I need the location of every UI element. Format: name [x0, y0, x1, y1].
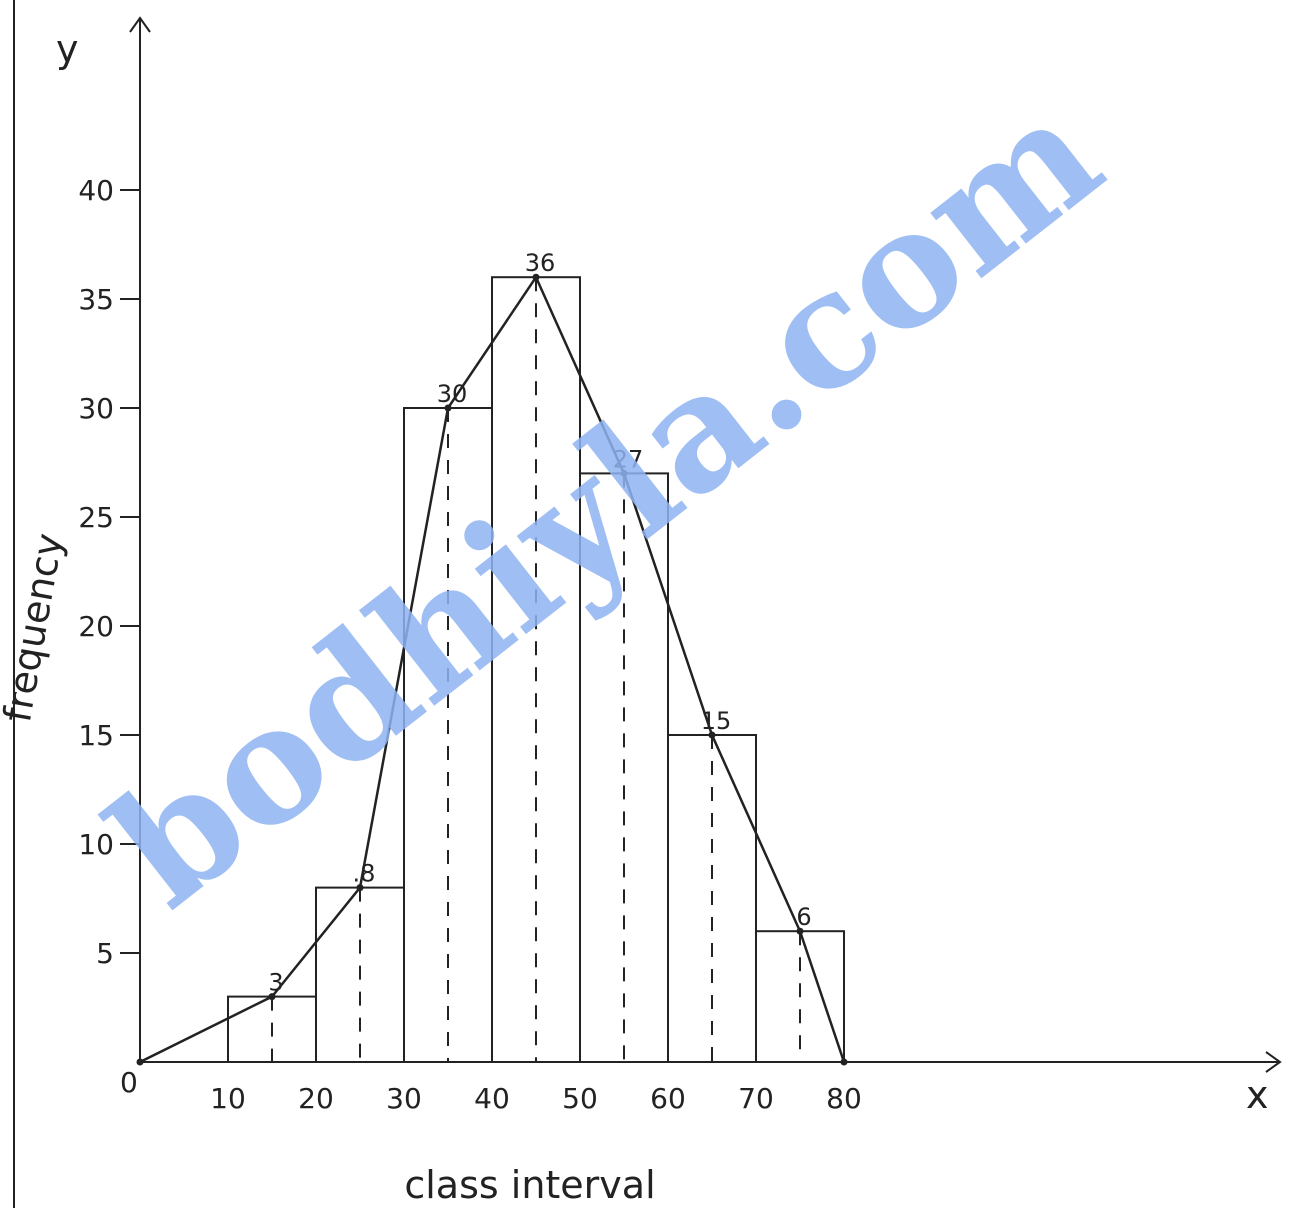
y-tick-label: 10 — [78, 828, 114, 861]
y-axis-arrow — [129, 16, 151, 33]
y-tick-label: 25 — [78, 501, 114, 534]
polygon-vertex — [708, 731, 716, 739]
bar-value-label: 6 — [796, 903, 811, 931]
bar-value-label: 36 — [525, 249, 556, 277]
x-tick-label: 70 — [738, 1082, 774, 1115]
polygon-vertex — [796, 927, 804, 935]
y-tick-label: 30 — [78, 392, 114, 425]
y-tick-label: 35 — [78, 283, 114, 316]
y-axis-title: frequency — [0, 530, 71, 725]
x-tick-label: 60 — [650, 1082, 686, 1115]
watermark-text: bodhiyla.com — [77, 59, 1134, 942]
x-axis-arrow — [1265, 1051, 1282, 1073]
polygon-vertex — [620, 469, 628, 477]
bar-value-label: 30 — [437, 380, 468, 408]
polygon-vertex — [840, 1058, 848, 1066]
x-tick-label: 10 — [210, 1082, 246, 1115]
y-tick-label: 5 — [96, 937, 114, 970]
polygon-vertex — [444, 404, 452, 412]
bar-midpoint-dashes — [271, 277, 801, 1062]
y-tick-label: 20 — [78, 610, 114, 643]
bar-value-label: 15 — [701, 707, 732, 735]
y-axis-symbol: y — [56, 27, 79, 71]
chart-axes — [129, 16, 1282, 1073]
origin-label: 0 — [120, 1066, 138, 1099]
x-tick-label: 20 — [298, 1082, 334, 1115]
polygon-vertex — [532, 273, 540, 281]
bar-value-label: .8 — [353, 860, 376, 888]
bar-value-labels: 3 .8 30 36 27 15 6 — [268, 249, 811, 996]
bar-value-label: 27 — [613, 445, 644, 473]
frequency-polygon — [136, 273, 848, 1066]
x-tick-label: 40 — [474, 1082, 510, 1115]
x-axis-symbol: x — [1246, 1073, 1269, 1117]
polygon-vertex — [356, 884, 364, 892]
polygon-vertex — [136, 1058, 144, 1066]
x-axis-title: class interval — [404, 1163, 655, 1207]
bar-value-label: 3 — [268, 969, 283, 997]
x-tick-label: 50 — [562, 1082, 598, 1115]
y-tick-label: 40 — [78, 174, 114, 207]
x-tick-label: 80 — [826, 1082, 862, 1115]
polygon-vertex — [268, 993, 276, 1001]
y-tick-label: 15 — [78, 719, 114, 752]
x-tick-label: 30 — [386, 1082, 422, 1115]
